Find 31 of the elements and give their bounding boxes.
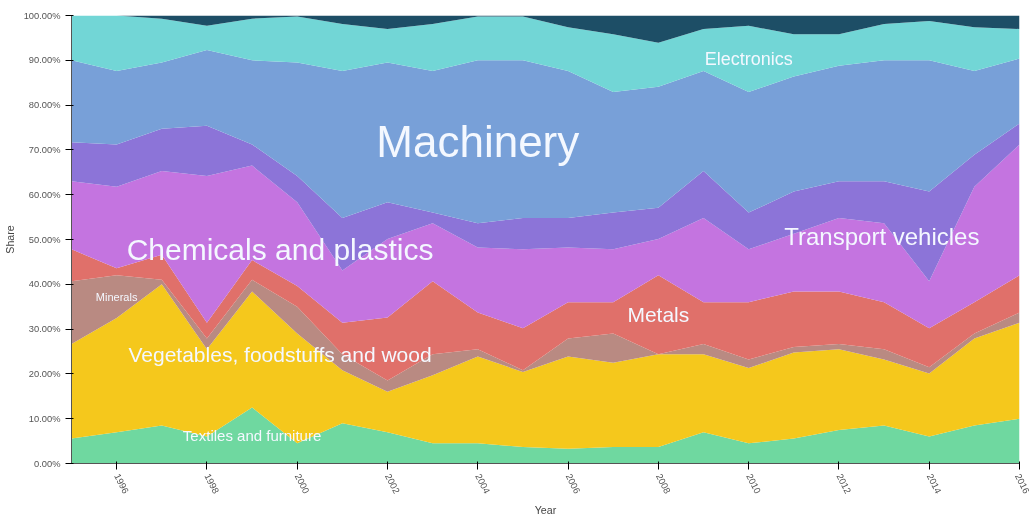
- series-label: Vegetables, foodstuffs and wood: [128, 343, 432, 367]
- y-tick-label: 0.00%: [34, 458, 61, 469]
- x-tick-label: 2000: [292, 472, 312, 496]
- y-tick-label: 80.00%: [28, 100, 61, 111]
- x-tick-label: 2008: [653, 472, 673, 496]
- y-tick-label: 10.00%: [28, 413, 61, 424]
- series-label: Machinery: [376, 117, 580, 167]
- series-label: Chemicals and plastics: [126, 232, 434, 266]
- series-label: Metals: [627, 303, 690, 327]
- y-tick-label: 20.00%: [28, 368, 61, 379]
- y-axis-title: Share: [3, 225, 16, 254]
- x-tick-label: 2012: [834, 472, 853, 496]
- y-tick-label: 50.00%: [28, 234, 61, 245]
- series-label: Minerals: [95, 290, 138, 303]
- y-tick-label: 40.00%: [28, 279, 61, 290]
- y-tick-label: 60.00%: [28, 189, 61, 200]
- x-tick-label: 2014: [924, 472, 944, 496]
- x-axis-title: Year: [534, 503, 557, 516]
- x-tick-label: 1998: [202, 472, 221, 496]
- y-tick-label: 90.00%: [28, 55, 61, 66]
- x-tick-label: 2016: [1012, 472, 1029, 496]
- x-tick-label: 1996: [112, 472, 131, 496]
- series-label: Electronics: [704, 48, 793, 69]
- x-tick-label: 2002: [383, 472, 402, 496]
- x-tick-label: 2006: [563, 472, 582, 496]
- x-tick-label: 2010: [744, 472, 763, 496]
- series-label: Transport vehicles: [784, 222, 980, 250]
- y-tick-label: 70.00%: [28, 144, 61, 155]
- y-tick-label: 30.00%: [28, 324, 61, 335]
- y-tick-label: 100.00%: [23, 10, 61, 21]
- x-tick-label: 2004: [473, 472, 492, 496]
